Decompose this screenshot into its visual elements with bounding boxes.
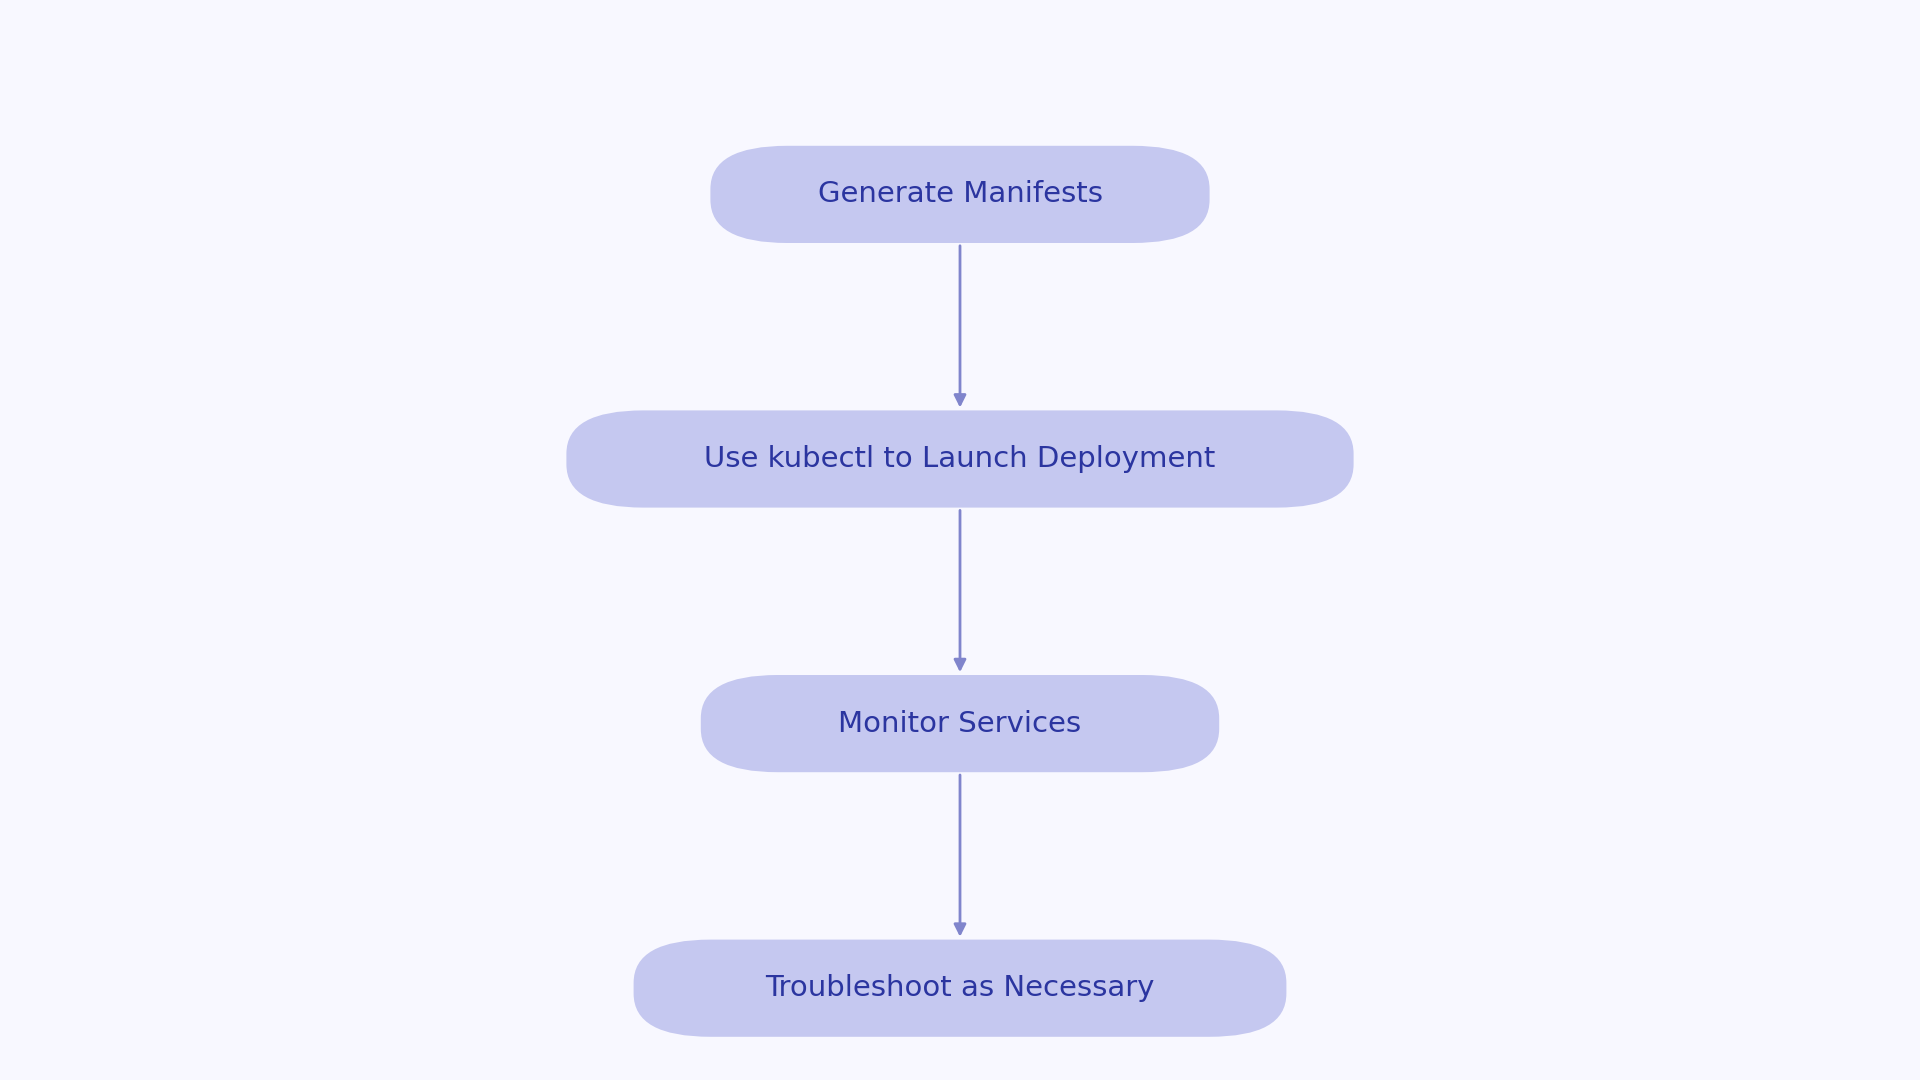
- FancyBboxPatch shape: [566, 410, 1354, 508]
- Text: Monitor Services: Monitor Services: [839, 710, 1081, 738]
- FancyBboxPatch shape: [634, 940, 1286, 1037]
- FancyBboxPatch shape: [701, 675, 1219, 772]
- Text: Use kubectl to Launch Deployment: Use kubectl to Launch Deployment: [705, 445, 1215, 473]
- Text: Generate Manifests: Generate Manifests: [818, 180, 1102, 208]
- Text: Troubleshoot as Necessary: Troubleshoot as Necessary: [766, 974, 1154, 1002]
- FancyBboxPatch shape: [710, 146, 1210, 243]
